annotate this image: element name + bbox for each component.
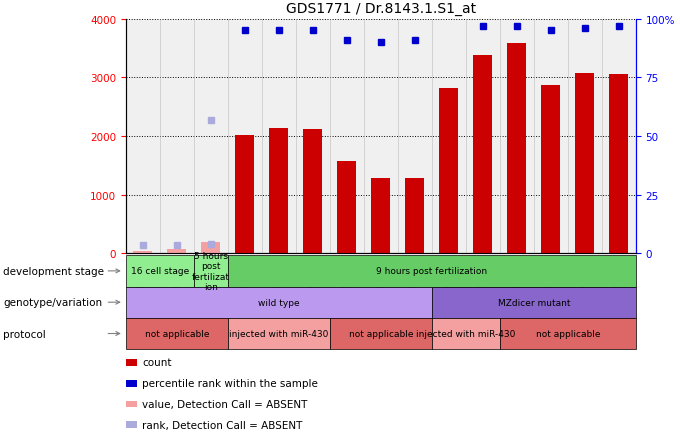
Bar <box>541 86 560 254</box>
Bar <box>262 20 296 254</box>
Bar <box>507 44 526 254</box>
Text: injected with miR-430: injected with miR-430 <box>229 329 328 338</box>
Text: not applicable: not applicable <box>145 329 209 338</box>
Bar <box>473 56 492 254</box>
Bar <box>133 251 152 254</box>
Bar <box>330 20 364 254</box>
Bar <box>568 20 602 254</box>
Title: GDS1771 / Dr.8143.1.S1_at: GDS1771 / Dr.8143.1.S1_at <box>286 2 476 16</box>
Bar <box>500 20 534 254</box>
Text: not applicable: not applicable <box>536 329 600 338</box>
Text: 9 hours post fertilization: 9 hours post fertilization <box>376 267 488 276</box>
Bar <box>398 20 432 254</box>
Text: wild type: wild type <box>258 298 300 307</box>
Bar <box>609 75 628 254</box>
Bar <box>364 20 398 254</box>
Bar <box>194 20 228 254</box>
Bar <box>432 20 466 254</box>
Bar <box>126 20 160 254</box>
Bar <box>439 89 458 254</box>
Bar <box>160 20 194 254</box>
Text: rank, Detection Call = ABSENT: rank, Detection Call = ABSENT <box>142 420 303 430</box>
Text: not applicable: not applicable <box>349 329 413 338</box>
Bar <box>201 242 220 254</box>
Text: genotype/variation: genotype/variation <box>3 298 103 307</box>
Text: 5 hours
post
fertilizat
ion: 5 hours post fertilizat ion <box>192 251 230 291</box>
Text: count: count <box>142 358 171 367</box>
Bar <box>269 128 288 254</box>
Text: protocol: protocol <box>3 329 46 339</box>
Text: 16 cell stage: 16 cell stage <box>131 267 189 276</box>
Bar <box>405 178 424 254</box>
Text: development stage: development stage <box>3 266 105 276</box>
Text: value, Detection Call = ABSENT: value, Detection Call = ABSENT <box>142 399 307 409</box>
Bar <box>303 130 322 254</box>
Bar <box>296 20 330 254</box>
Text: percentile rank within the sample: percentile rank within the sample <box>142 378 318 388</box>
Bar <box>466 20 500 254</box>
Bar <box>371 178 390 254</box>
Bar <box>602 20 636 254</box>
Bar <box>167 249 186 254</box>
Bar <box>228 20 262 254</box>
Bar <box>337 162 356 254</box>
Bar <box>235 135 254 254</box>
Bar <box>575 73 594 254</box>
Text: MZdicer mutant: MZdicer mutant <box>498 298 570 307</box>
Bar <box>534 20 568 254</box>
Text: injected with miR-430: injected with miR-430 <box>416 329 515 338</box>
